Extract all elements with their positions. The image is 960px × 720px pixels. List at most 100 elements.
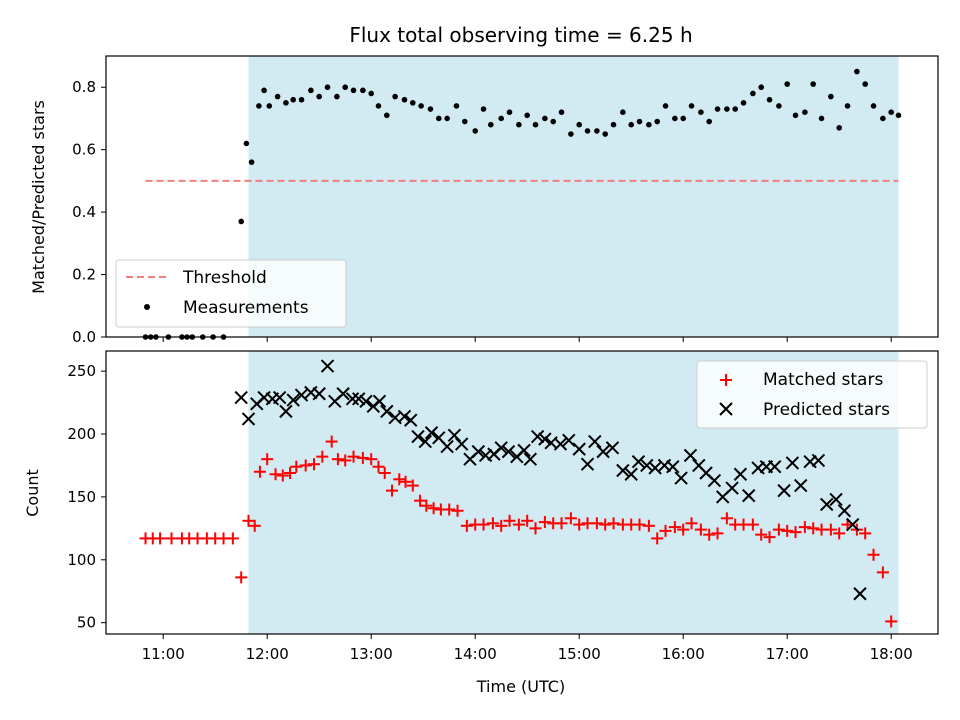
legend-label-matched: Matched stars: [763, 370, 883, 390]
predicted-star-point: [372, 394, 387, 409]
measurement-point: [844, 103, 851, 109]
matched-star-point: [316, 450, 329, 463]
y-axis-label-bottom: Count: [23, 469, 42, 517]
matched-star-point: [824, 523, 837, 536]
predicted-star-point: [785, 456, 800, 470]
measurement-point: [453, 103, 460, 109]
measurement-point: [283, 100, 289, 106]
matched-star-point: [356, 451, 369, 464]
matched-star-point: [703, 528, 716, 541]
measurement-point: [672, 115, 678, 122]
matched-star-point: [290, 460, 303, 473]
matched-star-point: [529, 522, 542, 535]
predicted-star-point: [286, 393, 300, 407]
predicted-star-point: [447, 428, 462, 442]
measurement-point: [153, 334, 159, 340]
measurement-point: [516, 121, 522, 128]
measurement-point: [392, 93, 398, 100]
measurement-point: [298, 96, 305, 103]
y-bottom-tick-label: 150: [67, 488, 96, 506]
measurement-point: [480, 106, 487, 112]
measurement-point: [384, 112, 390, 119]
predicted-star-point: [411, 429, 425, 444]
measurement-point: [248, 159, 255, 165]
predicted-star-point: [352, 392, 366, 406]
x-tick-label: 17:00: [766, 645, 809, 663]
measurement-point: [818, 115, 825, 122]
measurement-point: [636, 118, 643, 125]
measurement-point: [488, 121, 494, 128]
panel-counts: 50 100 150 200 250 11:00 12:00 13:00 14:00 15:00…: [23, 350, 939, 696]
legend-top: Threshold Measurements: [115, 259, 347, 328]
chart-title: Flux total observing time = 6.25 h: [349, 23, 692, 47]
measurement-point: [750, 90, 756, 97]
measurement-point: [261, 87, 267, 94]
matched-star-point: [495, 519, 508, 532]
predicted-star-point: [640, 458, 654, 473]
predicted-star-point: [320, 359, 335, 373]
predicted-star-point: [272, 390, 287, 405]
measurement-point: [462, 118, 468, 125]
measurement-point: [334, 93, 340, 100]
measurement-point: [758, 84, 764, 91]
measurement-point: [688, 103, 695, 109]
x-axis-label: Time (UTC): [476, 677, 565, 696]
measurement-point: [360, 87, 366, 94]
predicted-star-point: [234, 390, 248, 405]
x-tick-label: 16:00: [662, 645, 705, 663]
x-tick-label: 14:00: [454, 645, 497, 663]
measurement-point: [568, 131, 574, 137]
measurement-point: [646, 121, 652, 128]
measurement-point: [895, 112, 902, 119]
measurement-point: [444, 115, 450, 122]
predicted-star-point: [345, 392, 360, 406]
predicted-star-point: [733, 467, 748, 481]
matched-star-point: [460, 519, 473, 532]
predicted-star-point: [811, 453, 826, 468]
predicted-star-point: [631, 454, 646, 469]
matched-star-point: [486, 517, 499, 530]
predicted-star-point: [380, 404, 394, 419]
predicted-star-point: [471, 444, 486, 459]
matched-star-point: [503, 514, 516, 527]
predicted-star-point: [683, 448, 698, 463]
measurement-point: [410, 100, 416, 106]
predicted-star-point: [794, 478, 808, 493]
measurement-point: [550, 118, 556, 125]
matched-star-point: [248, 519, 261, 532]
measurement-point: [576, 121, 582, 128]
predicted-star-point: [538, 432, 552, 446]
matched-star-point: [299, 459, 312, 472]
matched-star-point: [165, 532, 178, 545]
measurement-point: [350, 87, 357, 94]
predicted-star-point: [605, 441, 620, 455]
matched-star-point: [226, 532, 239, 545]
measurement-point: [698, 109, 704, 115]
measurement-point: [776, 103, 782, 109]
predicted-star-point: [440, 439, 454, 454]
measurement-point: [243, 140, 250, 147]
matched-star-point: [755, 528, 768, 541]
matched-star-point: [512, 518, 525, 531]
measurement-point: [290, 96, 297, 103]
matched-star-point: [789, 526, 802, 539]
matched-star-point: [607, 517, 620, 530]
predicted-star-point: [241, 412, 256, 426]
y-top-tick-label: 0.8: [72, 78, 96, 96]
predicted-star-point: [707, 473, 722, 488]
matched-star-point: [331, 453, 344, 466]
matched-star-point: [798, 521, 811, 534]
matched-star-point: [378, 467, 391, 480]
measurement-point: [199, 334, 206, 340]
predicted-star-point: [424, 426, 439, 440]
measurement-point: [142, 334, 149, 340]
measurement-point: [654, 118, 660, 125]
predicted-star-point: [418, 434, 432, 449]
measurement-point: [862, 81, 868, 87]
matched-star-point: [833, 527, 846, 540]
predicted-star-point: [725, 481, 739, 495]
matched-star-point: [386, 484, 398, 497]
matched-star-point: [406, 479, 419, 492]
matched-star-point: [555, 517, 568, 530]
